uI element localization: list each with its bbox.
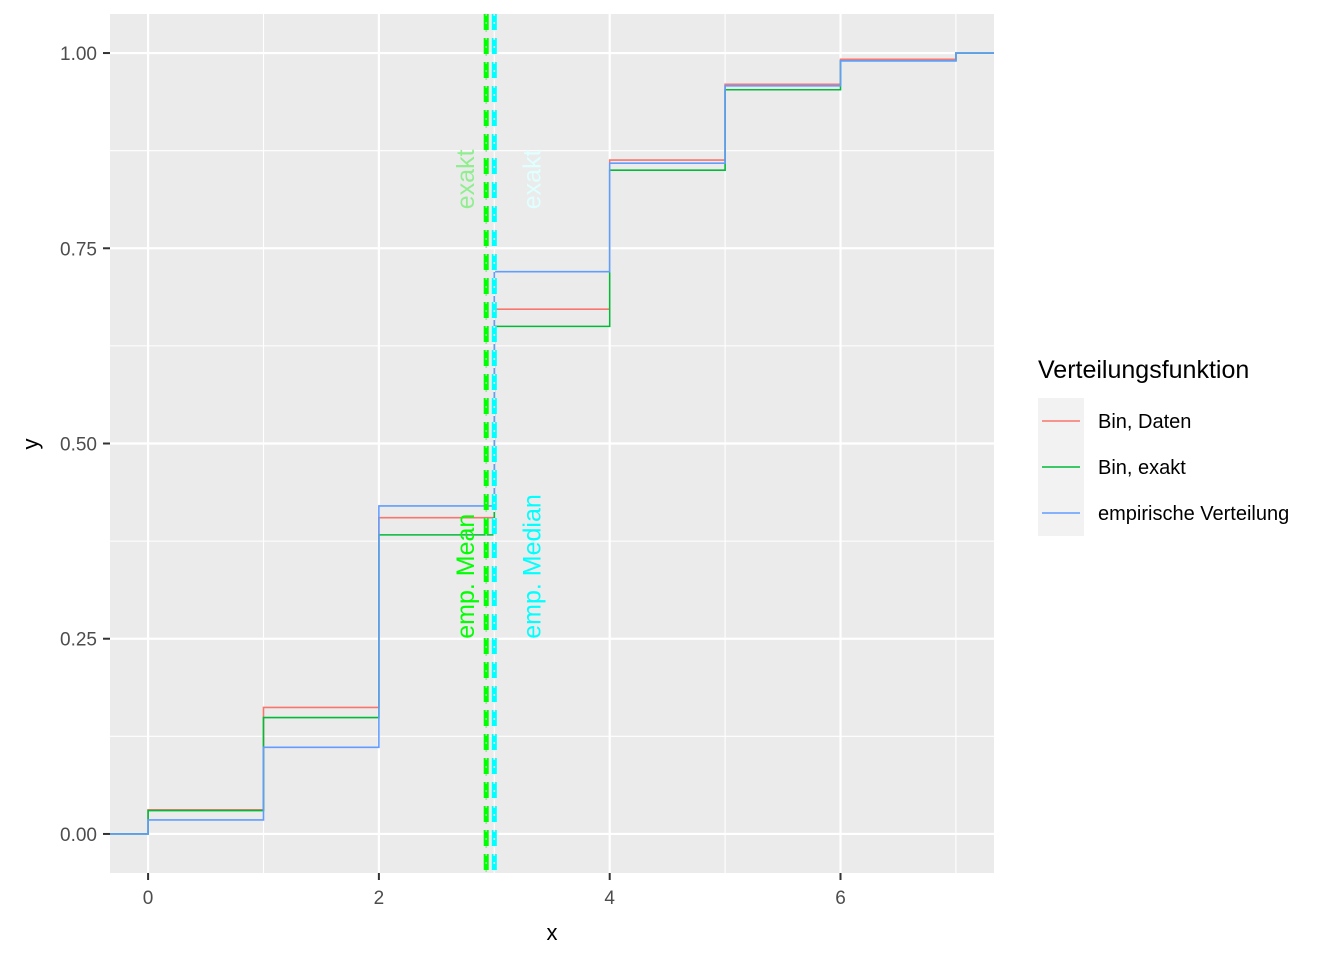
- y-tick-label: 1.00: [60, 44, 97, 65]
- legend-entry-label: empirische Verteilung: [1098, 503, 1289, 525]
- legend-entry-label: Bin, exakt: [1098, 457, 1186, 479]
- reference-line-label-2: emp. Median: [518, 494, 546, 639]
- reference-line-label-1: exakt: [452, 149, 480, 209]
- reference-line-label-0: emp. Mean: [452, 514, 480, 639]
- y-tick-label: 0.50: [60, 435, 97, 456]
- x-tick-label: 4: [604, 888, 615, 909]
- reference-line-label-3: exakt: [518, 149, 546, 209]
- y-axis: 0.00 0.25 0.50 0.75 1.00: [60, 44, 110, 846]
- legend: Verteilungsfunktion Bin, Daten Bin, exakt…: [1038, 356, 1289, 536]
- y-axis-label: y: [18, 439, 43, 450]
- series-layer: [110, 52, 994, 835]
- x-tick-label: 2: [374, 888, 385, 909]
- x-axis: 0 2 4 6: [143, 873, 846, 909]
- reference-lines: emp. Mean exakt emp. Median exakt: [452, 14, 546, 873]
- legend-title: Verteilungsfunktion: [1038, 356, 1249, 384]
- y-tick-label: 0.00: [60, 825, 97, 846]
- x-axis-label: x: [547, 920, 558, 945]
- x-tick-label: 0: [143, 888, 154, 909]
- x-tick-label: 6: [835, 888, 846, 909]
- series-line-2: [110, 52, 994, 835]
- legend-entry-label: Bin, Daten: [1098, 411, 1191, 433]
- y-tick-label: 0.75: [60, 239, 97, 260]
- y-tick-label: 0.25: [60, 630, 97, 651]
